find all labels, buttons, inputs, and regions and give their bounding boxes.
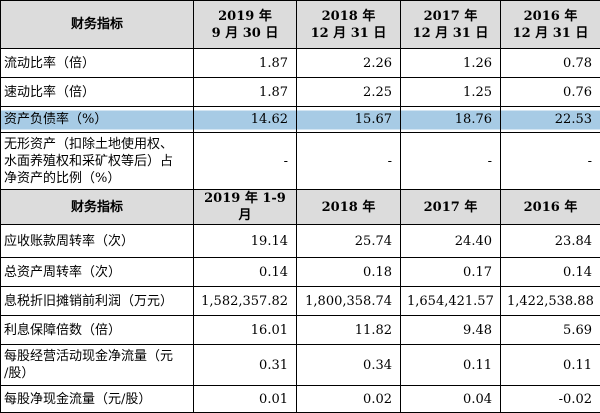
- cell-value: 0.11: [401, 345, 501, 386]
- cell-value: 0.14: [501, 258, 600, 287]
- cell-value: -: [501, 133, 600, 190]
- table-row: 利息保障倍数（倍） 16.01 11.82 9.48 5.69: [1, 316, 600, 345]
- row-label: 应收账款周转率（次）: [1, 225, 194, 258]
- table-row: 息税折旧摊销前利润（万元） 1,582,357.82 1,800,358.74 …: [1, 287, 600, 316]
- row-label: 资产负债率（%）: [1, 107, 194, 133]
- table-row: 无形资产（扣除土地使用权、水面养殖权和采矿权等后）占净资产的比例（%） - - …: [1, 133, 600, 190]
- cell-value: 23.84: [501, 225, 600, 258]
- cell-value: 25.74: [297, 225, 401, 258]
- cell-value: 1,654,421.57: [401, 287, 501, 316]
- cell-value: 14.62: [194, 107, 297, 133]
- cell-value: 19.14: [194, 225, 297, 258]
- table-row: 应收账款周转率（次） 19.14 25.74 24.40 23.84: [1, 225, 600, 258]
- cell-value: 0.78: [501, 49, 600, 78]
- table-row-highlighted: 资产负债率（%） 14.62 15.67 18.76 22.53: [1, 107, 600, 133]
- table-row: 总资产周转率（次） 0.14 0.18 0.17 0.14: [1, 258, 600, 287]
- cell-value: 1.87: [194, 49, 297, 78]
- cell-value: 15.67: [297, 107, 401, 133]
- row-label: 无形资产（扣除土地使用权、水面养殖权和采矿权等后）占净资产的比例（%）: [1, 133, 194, 190]
- cell-value: 1,582,357.82: [194, 287, 297, 316]
- table-row: 每股经营活动现金净流量（元/股） 0.31 0.34 0.11 0.11: [1, 345, 600, 386]
- cell-value: 11.82: [297, 316, 401, 345]
- cell-value: 1.26: [401, 49, 501, 78]
- cell-value: 9.48: [401, 316, 501, 345]
- cell-value: 2.25: [297, 78, 401, 107]
- subheader-col-2016: 2016 年: [501, 190, 600, 225]
- header-indicator-label: 财务指标: [1, 1, 194, 49]
- subheader-col-2018: 2018 年: [297, 190, 401, 225]
- table-row: 每股净现金流量（元/股） 0.01 0.02 0.04 -0.02: [1, 386, 600, 413]
- cell-value: 1,422,538.88: [501, 287, 600, 316]
- row-label: 流动比率（倍）: [1, 49, 194, 78]
- cell-value: 1.25: [401, 78, 501, 107]
- cell-value: 5.69: [501, 316, 600, 345]
- cell-value: 0.04: [401, 386, 501, 413]
- subheader-indicator-label: 财务指标: [1, 190, 194, 225]
- row-label: 利息保障倍数（倍）: [1, 316, 194, 345]
- cell-value: 24.40: [401, 225, 501, 258]
- cell-value: 0.01: [194, 386, 297, 413]
- cell-value: 0.31: [194, 345, 297, 386]
- row-label: 总资产周转率（次）: [1, 258, 194, 287]
- cell-value: 1,800,358.74: [297, 287, 401, 316]
- cell-value: -: [401, 133, 501, 190]
- cell-value: 0.14: [194, 258, 297, 287]
- cell-value: -: [297, 133, 401, 190]
- table-row: 速动比率（倍） 1.87 2.25 1.25 0.76: [1, 78, 600, 107]
- row-label: 每股经营活动现金净流量（元/股）: [1, 345, 194, 386]
- cell-value: 0.34: [297, 345, 401, 386]
- cell-value: 18.76: [401, 107, 501, 133]
- cell-value: 1.87: [194, 78, 297, 107]
- row-label: 息税折旧摊销前利润（万元）: [1, 287, 194, 316]
- row-label: 速动比率（倍）: [1, 78, 194, 107]
- cell-value: 22.53: [501, 107, 600, 133]
- cell-value: -: [194, 133, 297, 190]
- cell-value: 2.26: [297, 49, 401, 78]
- cell-value: 0.17: [401, 258, 501, 287]
- subheader-col-2017: 2017 年: [401, 190, 501, 225]
- cell-value: 16.01: [194, 316, 297, 345]
- subheader-col-2019-1-9: 2019 年 1-9 月: [194, 190, 297, 225]
- cell-value: 0.11: [501, 345, 600, 386]
- table-row: 流动比率（倍） 1.87 2.26 1.26 0.78: [1, 49, 600, 78]
- cell-value: 0.02: [297, 386, 401, 413]
- cell-value: 0.76: [501, 78, 600, 107]
- table-subheader-row: 财务指标 2019 年 1-9 月 2018 年 2017 年 2016 年: [1, 190, 600, 225]
- row-label: 每股净现金流量（元/股）: [1, 386, 194, 413]
- cell-value: -0.02: [501, 386, 600, 413]
- cell-value: 0.18: [297, 258, 401, 287]
